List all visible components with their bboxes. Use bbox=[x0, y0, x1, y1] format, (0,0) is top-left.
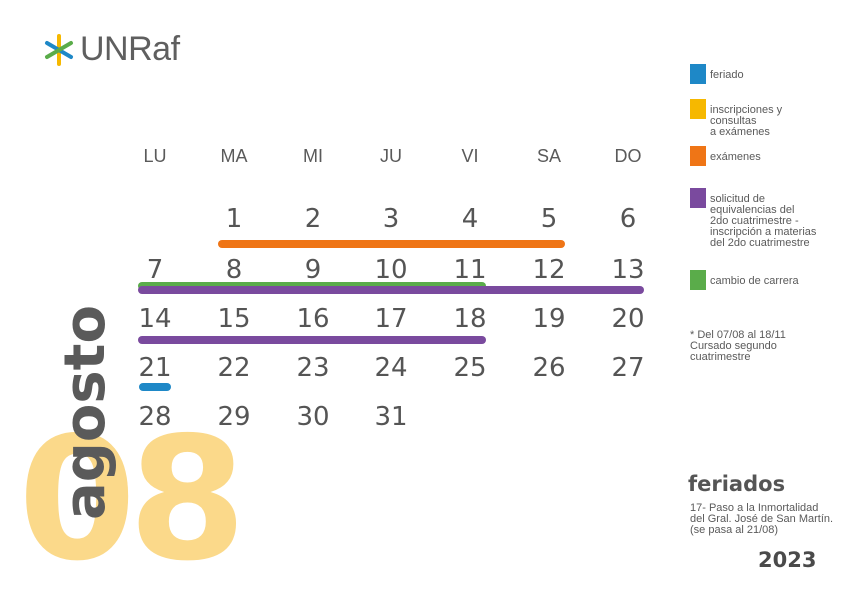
day-27: 27 bbox=[611, 353, 645, 383]
day-30: 30 bbox=[296, 402, 330, 432]
legend-swatch-equivalencias bbox=[690, 188, 706, 208]
day-23: 23 bbox=[296, 353, 330, 383]
day-19: 19 bbox=[532, 304, 566, 334]
day-28: 28 bbox=[138, 402, 172, 432]
legend-item-inscripciones: inscripciones y consultas a exámenes bbox=[690, 99, 782, 138]
logo-text: UNRaf bbox=[80, 30, 180, 68]
legend-label: feriado bbox=[710, 69, 744, 81]
weekday-sa: SA bbox=[536, 146, 561, 166]
weekday-ju: JU bbox=[380, 146, 402, 166]
event-bar-equivalencias bbox=[138, 286, 644, 294]
legend-swatch-feriado bbox=[690, 64, 706, 84]
day-21: 21 bbox=[138, 353, 172, 383]
day-11: 11 bbox=[453, 255, 487, 285]
day-20: 20 bbox=[611, 304, 645, 334]
day-12: 12 bbox=[532, 255, 566, 285]
legend-label: inscripciones y consultas a exámenes bbox=[710, 104, 783, 138]
legend-item-examenes: exámenes bbox=[690, 146, 761, 166]
day-4: 4 bbox=[461, 204, 479, 234]
weekday-mi: MI bbox=[303, 146, 323, 166]
day-5: 5 bbox=[540, 204, 558, 234]
day-6: 6 bbox=[619, 204, 637, 234]
legend-label: solicitud de equivalencias del 2do cuatr… bbox=[710, 193, 817, 249]
unraf-star-icon bbox=[45, 33, 73, 66]
legend-item-cambio: cambio de carrera bbox=[690, 270, 799, 290]
month-name: agosto bbox=[53, 305, 118, 520]
day-16: 16 bbox=[296, 304, 330, 334]
weekday-ma: MA bbox=[220, 146, 248, 166]
day-14: 14 bbox=[138, 304, 172, 334]
weekday-vi: VI bbox=[461, 146, 479, 166]
day-17: 17 bbox=[374, 304, 408, 334]
holidays-title: feriados bbox=[688, 472, 786, 496]
unraf-logo: UNRaf bbox=[42, 30, 180, 69]
legend-label: cambio de carrera bbox=[710, 275, 799, 287]
event-bar-feriado bbox=[139, 383, 171, 391]
day-18: 18 bbox=[453, 304, 487, 334]
day-1: 1 bbox=[225, 204, 243, 234]
event-bar-equivalencias bbox=[138, 336, 486, 344]
day-24: 24 bbox=[374, 353, 408, 383]
legend-item-feriado: feriado bbox=[690, 64, 744, 84]
day-2: 2 bbox=[304, 204, 322, 234]
day-3: 3 bbox=[382, 204, 400, 234]
day-10: 10 bbox=[374, 255, 408, 285]
event-bar-examenes bbox=[218, 240, 565, 248]
semester-note: * Del 07/08 al 18/11 Cursado segundo cua… bbox=[690, 329, 786, 363]
legend-item-equivalencias: solicitud de equivalencias del 2do cuatr… bbox=[690, 188, 816, 249]
weekday-lu: LU bbox=[143, 146, 167, 166]
day-25: 25 bbox=[453, 353, 487, 383]
legend-swatch-inscripciones bbox=[690, 99, 706, 119]
legend-swatch-examenes bbox=[690, 146, 706, 166]
day-9: 9 bbox=[304, 255, 322, 285]
legend-swatch-cambio bbox=[690, 270, 706, 290]
month-number: 08 bbox=[18, 401, 247, 599]
day-31: 31 bbox=[374, 402, 408, 432]
weekday-do: DO bbox=[614, 146, 642, 166]
day-29: 29 bbox=[217, 402, 251, 432]
day-8: 8 bbox=[225, 255, 243, 285]
holidays-text: 17- Paso a la Inmortalidad del Gral. Jos… bbox=[690, 502, 834, 536]
day-15: 15 bbox=[217, 304, 251, 334]
year: 2023 bbox=[758, 548, 817, 572]
day-7: 7 bbox=[146, 255, 164, 285]
day-13: 13 bbox=[611, 255, 645, 285]
day-22: 22 bbox=[217, 353, 251, 383]
day-26: 26 bbox=[532, 353, 566, 383]
legend-label: exámenes bbox=[710, 151, 761, 163]
